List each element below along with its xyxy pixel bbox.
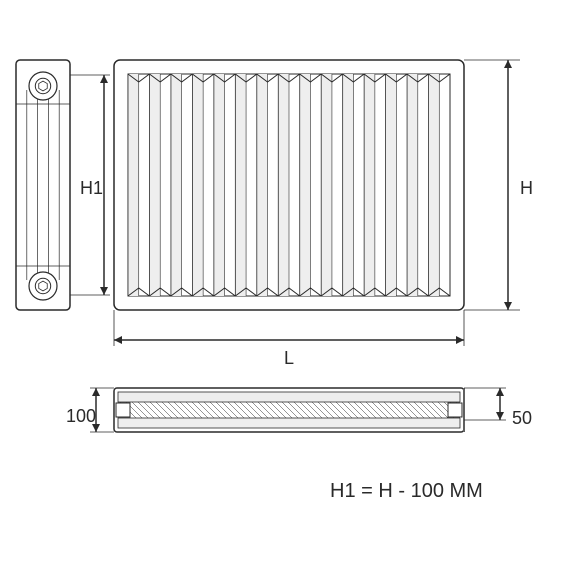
technical-drawing	[0, 0, 588, 588]
dim-label-50: 50	[512, 408, 532, 429]
formula-text: H1 = H - 100 MM	[330, 480, 483, 503]
dim-label-h: H	[520, 178, 533, 199]
dim-label-h1: H1	[80, 178, 103, 199]
dim-label-l: L	[284, 348, 294, 369]
dim-label-100: 100	[66, 406, 96, 427]
